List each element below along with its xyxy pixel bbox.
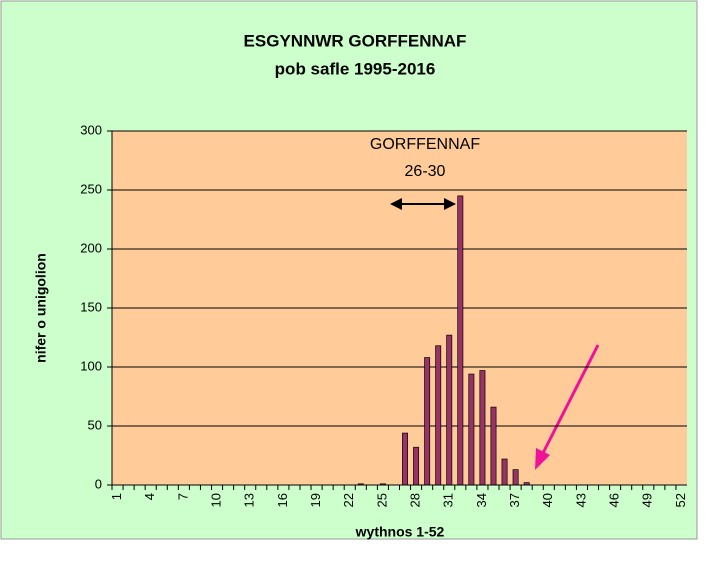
y-tick-label: 300 (80, 122, 102, 137)
x-tick-label: 19 (308, 493, 323, 507)
chart-subtitle: pob safle 1995-2016 (275, 59, 436, 78)
x-axis-label: wythnos 1-52 (355, 524, 445, 540)
x-tick-label: 34 (474, 493, 489, 507)
bar (446, 334, 453, 486)
x-tick-label: 40 (540, 493, 555, 507)
y-tick-label: 50 (88, 417, 102, 432)
x-tick-label: 7 (175, 493, 190, 500)
x-tick-label: 13 (242, 493, 257, 507)
x-tick-label: 43 (573, 493, 588, 507)
x-tick-label: 22 (341, 493, 356, 507)
x-tick-label: 28 (408, 493, 423, 507)
bar (413, 446, 420, 486)
y-tick-label: 0 (95, 476, 102, 491)
bar (424, 357, 431, 486)
pointer-arrow (535, 344, 600, 470)
y-tick-label: 250 (80, 181, 102, 196)
bar (512, 469, 519, 486)
x-tick-label: 37 (507, 493, 522, 507)
x-tick-label: 49 (640, 493, 655, 507)
x-tick-label: 4 (142, 493, 157, 500)
annotation: GORFFENNAF (370, 136, 480, 153)
y-tick-label: 150 (80, 299, 102, 314)
bar (479, 370, 486, 486)
x-tick-label: 1 (109, 493, 124, 500)
x-tick-label: 25 (374, 493, 389, 507)
x-tick-label: 46 (607, 493, 622, 507)
chart-title: ESGYNNWR GORFFENNAF (244, 31, 467, 50)
x-tick-label: 16 (275, 493, 290, 507)
bar (435, 345, 442, 486)
range-arrow (390, 198, 456, 210)
x-tick-label: 10 (208, 493, 223, 507)
bar (501, 458, 508, 486)
bar (402, 432, 408, 486)
bar (490, 406, 497, 486)
x-tick-label: 52 (673, 493, 688, 507)
annotation: 26-30 (405, 163, 446, 180)
y-axis-label: nifer o unigolion (33, 253, 49, 363)
x-tick-label: 31 (441, 493, 456, 507)
y-tick-label: 100 (80, 358, 102, 373)
y-tick-label: 200 (80, 240, 102, 255)
bar (457, 195, 464, 486)
bar (468, 373, 475, 486)
